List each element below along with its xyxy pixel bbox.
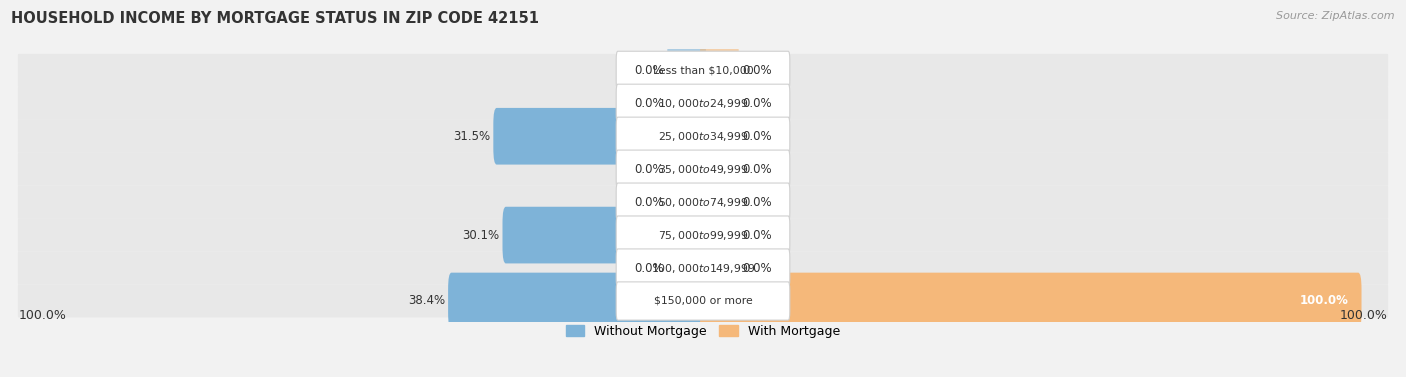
FancyBboxPatch shape — [700, 273, 1361, 329]
Text: 0.0%: 0.0% — [634, 163, 664, 176]
Text: 0.0%: 0.0% — [634, 97, 664, 110]
FancyBboxPatch shape — [18, 219, 1388, 251]
Legend: Without Mortgage, With Mortgage: Without Mortgage, With Mortgage — [565, 325, 841, 338]
Text: 38.4%: 38.4% — [408, 294, 444, 308]
FancyBboxPatch shape — [700, 42, 740, 99]
FancyBboxPatch shape — [18, 87, 1388, 120]
FancyBboxPatch shape — [18, 153, 1388, 185]
FancyBboxPatch shape — [700, 108, 740, 165]
Text: $100,000 to $149,999: $100,000 to $149,999 — [651, 262, 755, 274]
Text: $35,000 to $49,999: $35,000 to $49,999 — [658, 163, 748, 176]
Text: 0.0%: 0.0% — [742, 97, 772, 110]
FancyBboxPatch shape — [616, 51, 790, 89]
Text: 0.0%: 0.0% — [742, 163, 772, 176]
Text: 30.1%: 30.1% — [463, 228, 499, 242]
FancyBboxPatch shape — [18, 285, 1388, 317]
Text: $75,000 to $99,999: $75,000 to $99,999 — [658, 228, 748, 242]
FancyBboxPatch shape — [502, 207, 706, 264]
Text: 31.5%: 31.5% — [453, 130, 491, 143]
FancyBboxPatch shape — [616, 216, 790, 254]
FancyBboxPatch shape — [616, 150, 790, 188]
Text: 100.0%: 100.0% — [1299, 294, 1348, 308]
Text: HOUSEHOLD INCOME BY MORTGAGE STATUS IN ZIP CODE 42151: HOUSEHOLD INCOME BY MORTGAGE STATUS IN Z… — [11, 11, 540, 26]
Text: $10,000 to $24,999: $10,000 to $24,999 — [658, 97, 748, 110]
Text: Source: ZipAtlas.com: Source: ZipAtlas.com — [1277, 11, 1395, 21]
FancyBboxPatch shape — [700, 207, 740, 264]
Text: 0.0%: 0.0% — [634, 64, 664, 77]
Text: 0.0%: 0.0% — [742, 130, 772, 143]
FancyBboxPatch shape — [666, 141, 706, 198]
Text: 0.0%: 0.0% — [634, 196, 664, 208]
Text: $150,000 or more: $150,000 or more — [654, 296, 752, 306]
FancyBboxPatch shape — [700, 141, 740, 198]
FancyBboxPatch shape — [494, 108, 706, 165]
FancyBboxPatch shape — [18, 251, 1388, 285]
FancyBboxPatch shape — [18, 120, 1388, 153]
FancyBboxPatch shape — [700, 75, 740, 132]
FancyBboxPatch shape — [666, 75, 706, 132]
FancyBboxPatch shape — [616, 249, 790, 287]
FancyBboxPatch shape — [449, 273, 706, 329]
Text: 0.0%: 0.0% — [742, 228, 772, 242]
FancyBboxPatch shape — [616, 84, 790, 123]
FancyBboxPatch shape — [666, 174, 706, 230]
FancyBboxPatch shape — [18, 185, 1388, 219]
FancyBboxPatch shape — [616, 183, 790, 221]
FancyBboxPatch shape — [616, 117, 790, 155]
Text: 100.0%: 100.0% — [1340, 309, 1388, 322]
Text: $25,000 to $34,999: $25,000 to $34,999 — [658, 130, 748, 143]
FancyBboxPatch shape — [616, 282, 790, 320]
Text: 0.0%: 0.0% — [742, 64, 772, 77]
Text: 100.0%: 100.0% — [18, 309, 66, 322]
Text: $50,000 to $74,999: $50,000 to $74,999 — [658, 196, 748, 208]
FancyBboxPatch shape — [18, 54, 1388, 87]
FancyBboxPatch shape — [666, 240, 706, 296]
FancyBboxPatch shape — [700, 240, 740, 296]
Text: 0.0%: 0.0% — [742, 196, 772, 208]
FancyBboxPatch shape — [666, 42, 706, 99]
Text: 0.0%: 0.0% — [742, 262, 772, 274]
Text: 0.0%: 0.0% — [634, 262, 664, 274]
FancyBboxPatch shape — [700, 174, 740, 230]
Text: Less than $10,000: Less than $10,000 — [652, 65, 754, 75]
